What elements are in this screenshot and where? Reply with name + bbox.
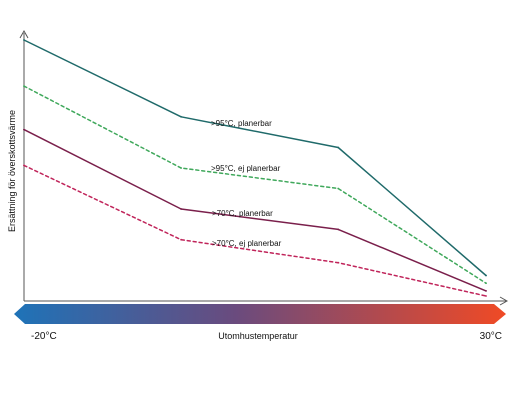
series-2-point-2 xyxy=(180,167,183,169)
series-4-point-3 xyxy=(337,261,340,264)
series-3-point-3 xyxy=(337,228,340,231)
series-2-point-4 xyxy=(485,282,487,285)
series-3-point-4 xyxy=(485,290,487,292)
series-line-4 xyxy=(23,164,487,297)
series-3-point-2 xyxy=(180,208,183,210)
axes-layer xyxy=(19,29,509,306)
series-label-1: >95°C, planerbar xyxy=(211,119,272,128)
x-axis-label: Utomhustemperatur xyxy=(218,331,298,341)
y-axis-label: Ersättning för överskottsvärme xyxy=(7,110,17,232)
series-line-1 xyxy=(23,39,487,277)
series-3-point-1 xyxy=(23,128,25,131)
series-1-point-2 xyxy=(180,115,183,118)
series-4-point-4 xyxy=(485,295,487,297)
series-2-point-1 xyxy=(23,85,25,87)
series-label-2: >95°C, ej planerbar xyxy=(211,164,281,173)
series-1-point-4 xyxy=(485,274,487,277)
series-line-3 xyxy=(23,128,487,292)
x-axis-arrow-icon xyxy=(499,296,509,306)
series-1-point-3 xyxy=(337,146,340,149)
temperature-min-label: -20°C xyxy=(31,331,57,342)
series-layer xyxy=(23,39,487,297)
series-line-2 xyxy=(23,85,487,284)
y-axis-arrow-icon xyxy=(19,29,29,39)
series-label-3: >70°C, planerbar xyxy=(212,209,273,218)
temperature-gradient-bar: -20°C Utomhustemperatur 30°C xyxy=(14,304,506,342)
series-2-point-3 xyxy=(337,187,340,190)
temperature-gradient-arrow xyxy=(14,304,506,324)
series-label-layer: >95°C, planerbar >95°C, ej planerbar >70°C… xyxy=(211,119,282,248)
temperature-max-label: 30°C xyxy=(480,331,502,342)
series-4-point-1 xyxy=(23,164,25,167)
series-label-4: >70°C, ej planerbar xyxy=(212,239,282,248)
series-4-point-2 xyxy=(180,238,183,241)
series-1-point-1 xyxy=(23,39,25,41)
